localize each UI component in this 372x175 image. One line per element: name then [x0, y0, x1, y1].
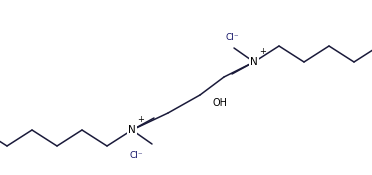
Text: OH: OH [212, 98, 228, 108]
Text: +: + [260, 47, 266, 57]
Text: +: + [138, 116, 144, 124]
Text: N: N [250, 57, 258, 67]
Text: Cl⁻: Cl⁻ [225, 33, 239, 41]
Text: N: N [128, 125, 136, 135]
Text: Cl⁻: Cl⁻ [129, 150, 143, 159]
